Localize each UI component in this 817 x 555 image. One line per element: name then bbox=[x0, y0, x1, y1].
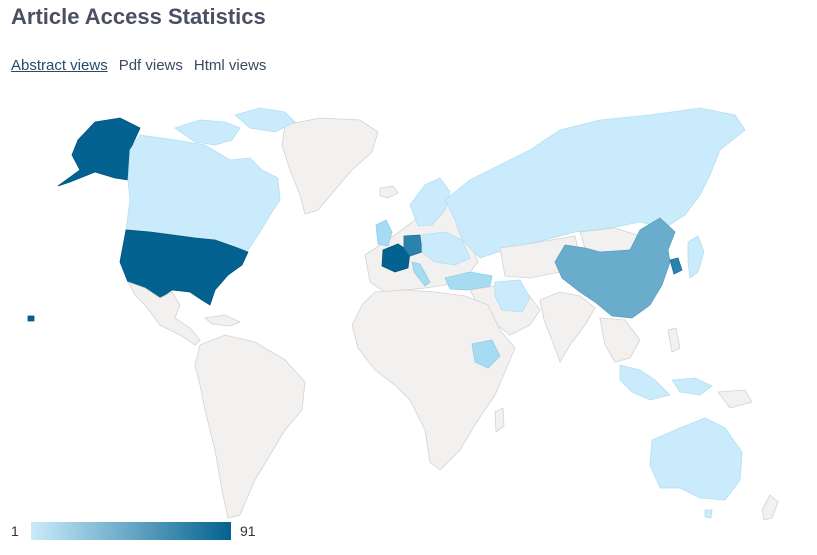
country-turkey[interactable] bbox=[444, 271, 493, 291]
tab-html-views[interactable]: Html views bbox=[193, 57, 267, 74]
country-alaska[interactable] bbox=[57, 117, 141, 187]
country-china[interactable] bbox=[554, 217, 676, 319]
region-eastern-europe[interactable] bbox=[421, 231, 471, 266]
country-iran[interactable] bbox=[494, 279, 531, 313]
country-philippines[interactable] bbox=[667, 327, 681, 353]
legend-color-scale bbox=[31, 522, 231, 540]
country-greenland[interactable] bbox=[281, 117, 379, 215]
country-indonesia-east[interactable] bbox=[671, 377, 713, 396]
region-southeast-asia[interactable] bbox=[599, 317, 641, 363]
country-iceland[interactable] bbox=[379, 185, 399, 199]
country-hawaii[interactable] bbox=[27, 315, 35, 322]
tab-pdf-views[interactable]: Pdf views bbox=[118, 57, 183, 74]
country-mexico[interactable] bbox=[127, 281, 201, 346]
view-tabs: Abstract views Pdf views Html views bbox=[11, 57, 266, 74]
page-title: Article Access Statistics bbox=[11, 4, 266, 29]
country-italy[interactable] bbox=[411, 261, 431, 287]
region-caribbean[interactable] bbox=[204, 314, 242, 327]
country-canada-arctic[interactable] bbox=[174, 119, 241, 146]
tab-abstract-views[interactable]: Abstract views bbox=[11, 57, 108, 74]
country-madagascar[interactable] bbox=[494, 407, 505, 433]
country-france[interactable] bbox=[381, 243, 411, 273]
world-map bbox=[27, 107, 779, 520]
country-japan[interactable] bbox=[687, 235, 705, 279]
country-new-zealand[interactable] bbox=[761, 494, 779, 520]
country-germany[interactable] bbox=[403, 234, 423, 257]
country-south-korea[interactable] bbox=[669, 257, 683, 275]
legend-min-value: 1 bbox=[11, 523, 19, 539]
country-indonesia[interactable] bbox=[619, 364, 671, 401]
country-australia-tasmania[interactable] bbox=[704, 509, 713, 519]
country-australia[interactable] bbox=[649, 417, 743, 501]
country-united-kingdom[interactable] bbox=[375, 219, 393, 247]
legend-max-value: 91 bbox=[240, 523, 256, 539]
continent-africa[interactable] bbox=[351, 289, 516, 471]
country-canada-islands[interactable] bbox=[234, 107, 296, 133]
country-papua-new-guinea[interactable] bbox=[717, 389, 753, 409]
continent-south-america[interactable] bbox=[194, 334, 306, 519]
country-ethiopia[interactable] bbox=[471, 339, 501, 369]
country-india[interactable] bbox=[539, 291, 596, 363]
